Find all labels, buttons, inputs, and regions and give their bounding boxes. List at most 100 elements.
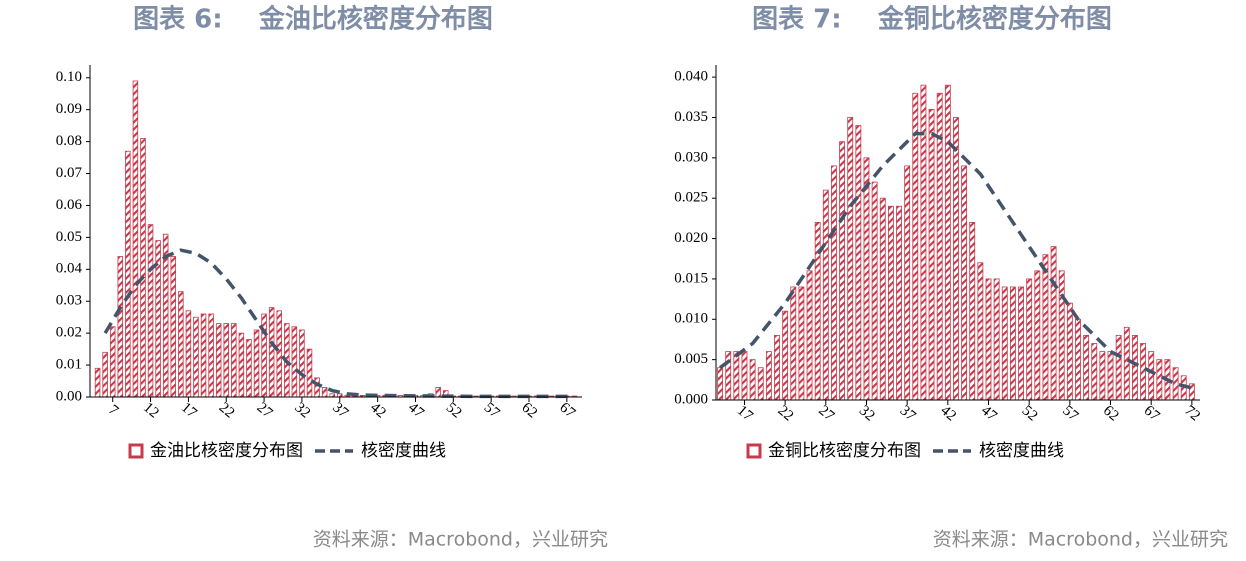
- bar: [1148, 351, 1155, 401]
- legend-label: 核密度曲线: [361, 441, 446, 461]
- bar: [1066, 302, 1073, 401]
- bar: [1156, 359, 1163, 401]
- bar: [321, 387, 328, 398]
- y-tick-label: 0.00: [56, 388, 82, 404]
- bar: [904, 165, 911, 401]
- bar: [140, 138, 146, 398]
- bar: [961, 165, 968, 401]
- bar: [314, 377, 320, 398]
- x-tick-label: 17: [734, 403, 756, 425]
- bar: [102, 351, 108, 398]
- bar: [887, 205, 894, 401]
- bar: [200, 313, 207, 398]
- bar: [1123, 326, 1130, 401]
- bar: [798, 286, 805, 401]
- bar: [1001, 286, 1008, 401]
- y-tick-label: 0.10: [56, 69, 82, 85]
- x-tick-label: 7: [105, 402, 121, 419]
- bar: [246, 339, 252, 398]
- chart-title: 图表 7: 金铜比核密度分布图: [752, 4, 1112, 35]
- bar: [790, 286, 797, 401]
- bar: [253, 329, 260, 398]
- x-tick-label: 12: [140, 400, 162, 422]
- bar: [774, 335, 780, 401]
- legend-swatch: [746, 443, 762, 459]
- y-tick-label: 0.030: [674, 149, 708, 165]
- bar: [977, 262, 984, 401]
- bar: [1083, 335, 1090, 401]
- bar: [969, 222, 976, 401]
- bar: [178, 291, 184, 398]
- bar: [1058, 270, 1065, 401]
- y-tick-label: 0.015: [674, 270, 708, 286]
- x-tick-label: 67: [556, 400, 578, 422]
- bar: [435, 387, 441, 398]
- x-tick-label: 67: [1141, 403, 1163, 425]
- x-tick-label: 47: [978, 403, 1000, 425]
- bar: [725, 351, 732, 401]
- bar: [94, 367, 101, 398]
- bar: [1140, 343, 1146, 401]
- y-tick-label: 0.01: [56, 357, 82, 373]
- bar: [276, 310, 282, 398]
- bar: [1107, 351, 1114, 401]
- bar: [1042, 254, 1049, 401]
- x-tick-label: 47: [405, 400, 427, 422]
- x-tick-label: 27: [815, 403, 837, 425]
- x-tick-label: 32: [856, 403, 878, 425]
- bar: [125, 150, 131, 398]
- bar: [117, 256, 124, 398]
- bar: [757, 367, 764, 401]
- bar: [839, 141, 846, 401]
- bar: [268, 307, 275, 398]
- bar: [717, 367, 723, 401]
- x-tick-label: 37: [329, 400, 351, 422]
- y-tick-label: 0.09: [56, 101, 82, 117]
- bar: [806, 270, 813, 401]
- bar: [822, 189, 829, 401]
- x-tick-label: 17: [178, 400, 200, 422]
- bar: [871, 181, 878, 401]
- x-tick-label: 27: [254, 400, 276, 422]
- bar: [1050, 246, 1057, 401]
- y-tick-label: 0.04: [56, 261, 83, 277]
- bar: [985, 278, 992, 401]
- bar: [1172, 367, 1179, 401]
- x-tick-label: 37: [897, 403, 919, 425]
- x-tick-label: 52: [1019, 403, 1041, 425]
- x-tick-label: 72: [1181, 403, 1203, 425]
- bar: [1115, 335, 1122, 401]
- bar: [193, 316, 199, 398]
- bar: [831, 165, 837, 401]
- y-tick-label: 0.03: [56, 293, 82, 309]
- y-tick-label: 0.035: [674, 109, 708, 125]
- y-tick-label: 0.010: [674, 311, 708, 327]
- bar: [863, 157, 870, 401]
- bar: [993, 278, 1000, 401]
- legend-label: 核密度曲线: [979, 441, 1064, 461]
- bar: [741, 351, 748, 401]
- bar: [896, 205, 902, 401]
- bar: [1018, 286, 1024, 401]
- y-tick-label: 0.02: [56, 325, 82, 341]
- y-tick-label: 0.020: [674, 230, 708, 246]
- bar: [1132, 335, 1138, 401]
- y-tick-label: 0.07: [56, 165, 83, 181]
- x-tick-label: 52: [443, 400, 465, 422]
- bar: [1026, 278, 1033, 401]
- bar: [291, 326, 298, 398]
- bar: [299, 329, 305, 398]
- bar: [238, 332, 245, 398]
- x-tick-label: 32: [291, 400, 313, 422]
- bar: [733, 351, 740, 401]
- y-tick-label: 0.000: [674, 391, 708, 407]
- y-tick-label: 0.025: [674, 190, 708, 206]
- bar: [1091, 343, 1098, 401]
- bar: [912, 92, 919, 401]
- x-tick-label: 42: [367, 400, 389, 422]
- bar: [215, 323, 222, 398]
- bar: [109, 326, 116, 398]
- x-tick-label: 42: [937, 403, 959, 425]
- bar: [1034, 270, 1041, 401]
